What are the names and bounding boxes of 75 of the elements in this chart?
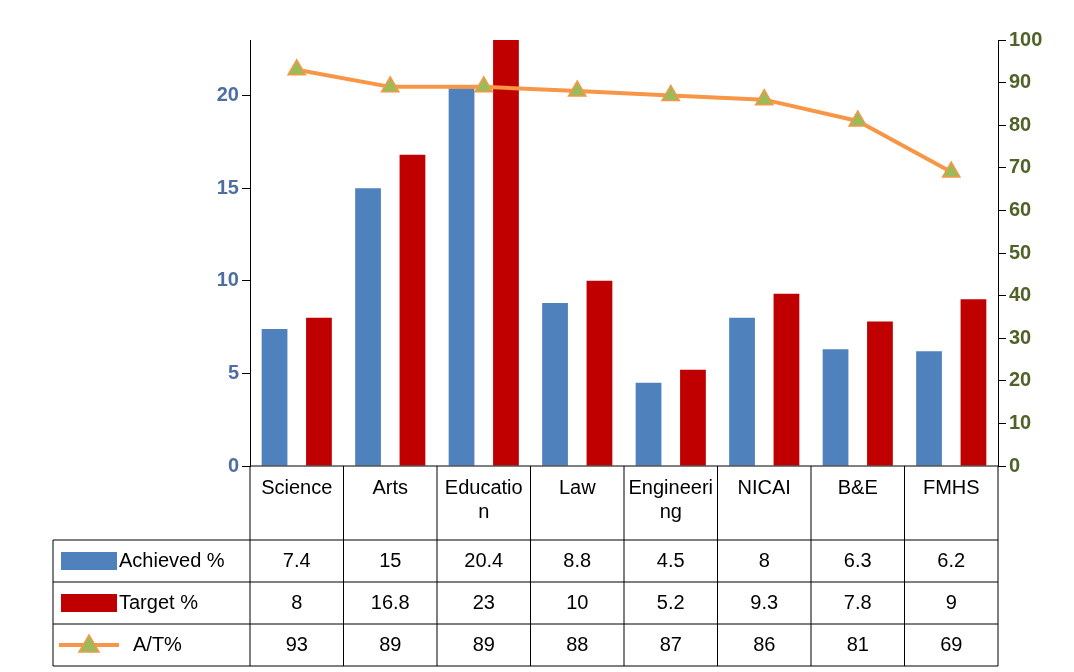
point: [661, 84, 681, 102]
data-label: 4.5: [656, 548, 685, 571]
y2-tick-label: 0: [1009, 453, 1021, 476]
legend-label: A/T%: [133, 632, 183, 655]
data-label: 16.8: [370, 590, 410, 613]
bar: [867, 321, 893, 466]
y2-tick-label: 10: [1009, 410, 1032, 433]
point: [474, 76, 494, 93]
bar: [773, 293, 800, 466]
y-tick-label: 0: [227, 453, 239, 476]
x-tick-label: Education: [444, 475, 523, 522]
data-label: 88: [566, 632, 589, 655]
bar: [493, 40, 519, 466]
data-label: 89: [379, 632, 402, 655]
bar: [586, 280, 613, 466]
data-label: 8: [758, 548, 770, 571]
y2-tick-label: 40: [1009, 283, 1032, 306]
point: [941, 161, 961, 178]
data-label: 87: [659, 632, 682, 655]
bar: [729, 317, 755, 466]
data-label: 69: [940, 632, 963, 655]
data-label: 89: [472, 632, 495, 655]
bar: [399, 154, 426, 466]
bar: [542, 303, 568, 466]
data-label: 93: [285, 632, 308, 655]
data-label: 6.3: [843, 548, 872, 571]
data-label: 9: [945, 590, 957, 613]
y2-tick-label: 50: [1009, 240, 1032, 263]
data-label: 6.2: [937, 548, 966, 571]
data-label: 5.2: [656, 590, 685, 613]
bar: [960, 299, 987, 466]
data-label: 81: [846, 632, 869, 655]
point: [848, 110, 868, 127]
data-label: 20.4: [464, 548, 504, 571]
bar: [448, 88, 475, 466]
point: [567, 80, 587, 97]
x-tick-label: Engineering: [628, 475, 714, 522]
legend-label: Achieved %: [119, 548, 225, 571]
data-label: 15: [379, 548, 402, 571]
data-label: 8: [291, 590, 303, 613]
data-label: 86: [753, 632, 776, 655]
y2-tick-label: 90: [1009, 70, 1032, 93]
y-tick-label: 15: [216, 175, 239, 198]
data-label: 8.8: [563, 548, 592, 571]
x-tick-label: NICAI: [737, 475, 791, 498]
point: [754, 88, 774, 106]
bar: [355, 188, 381, 466]
data-label: 23: [472, 590, 495, 613]
y2-tick-label: 20: [1009, 368, 1032, 391]
y2-tick-label: 60: [1009, 197, 1032, 220]
x-tick-label: Arts: [372, 475, 409, 498]
x-tick-label: B&E: [837, 475, 878, 498]
point: [380, 76, 400, 93]
bar: [916, 351, 942, 466]
y2-tick-label: 30: [1009, 325, 1032, 348]
y-tick-label: 5: [227, 360, 239, 383]
y-tick-label: 10: [216, 268, 239, 291]
bar: [306, 317, 332, 466]
y2-tick-label: 100: [1009, 27, 1043, 50]
data-label: 7.8: [843, 590, 872, 613]
x-tick-label: Law: [558, 475, 597, 498]
point: [287, 59, 307, 76]
data-label: 10: [566, 590, 589, 613]
x-tick-label: FMHS: [922, 475, 980, 498]
x-tick-label: Science: [261, 475, 333, 498]
data-label: 7.4: [282, 548, 311, 571]
bar: [822, 349, 849, 466]
y2-tick-label: 70: [1009, 155, 1032, 178]
bar: [680, 369, 706, 466]
bar: [635, 382, 662, 466]
y-tick-label: 20: [216, 83, 239, 106]
bar: [261, 328, 288, 466]
data-label: 9.3: [750, 590, 779, 613]
legend-label: Target %: [119, 590, 199, 613]
y2-tick-label: 80: [1009, 112, 1032, 135]
